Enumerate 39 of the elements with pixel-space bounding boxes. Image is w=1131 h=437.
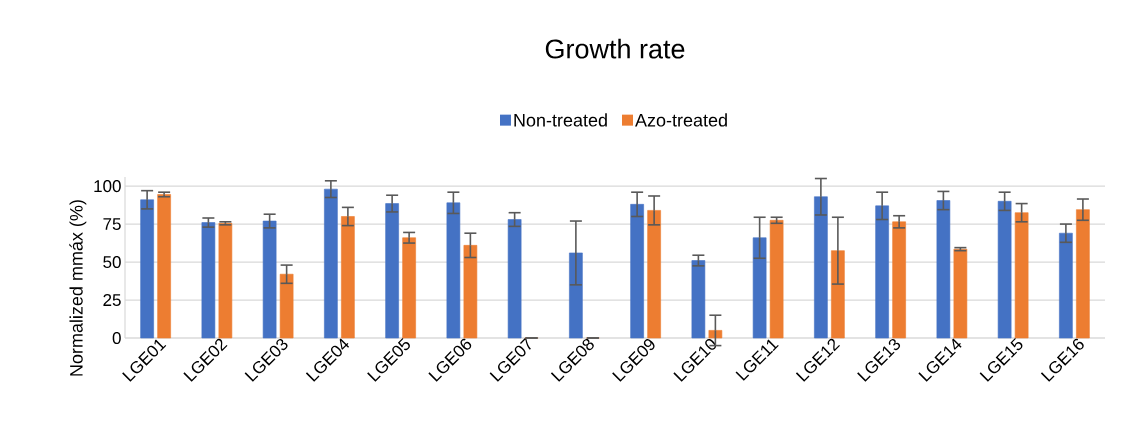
bar: [507, 219, 522, 339]
bar: [1014, 212, 1029, 339]
chart-title: Growth rate: [545, 38, 685, 59]
y-axis-title: Normalized mmáx (%): [69, 200, 87, 376]
bar: [385, 203, 399, 339]
bar: [140, 199, 154, 339]
bar: [341, 216, 355, 339]
bar: [997, 201, 1012, 339]
bar: [769, 219, 784, 339]
bar: [953, 248, 968, 339]
bar: [324, 188, 338, 339]
y-tick-label: 100: [94, 180, 121, 193]
bar: [463, 245, 478, 339]
y-tick-label: 0: [112, 331, 121, 345]
bar: [752, 237, 767, 339]
legend-label: Azo-treated: [635, 113, 727, 127]
bar: [201, 222, 216, 339]
bar: [708, 330, 723, 339]
y-tick-label: 75: [103, 218, 121, 231]
bar: [875, 205, 889, 339]
bar: [630, 204, 644, 339]
y-tick-label: 50: [103, 256, 121, 269]
bar: [814, 196, 828, 339]
bar: [691, 260, 706, 339]
bar: [402, 237, 416, 339]
bar: [262, 220, 277, 339]
bar: [446, 202, 461, 339]
bar: [218, 223, 233, 339]
bar: [569, 252, 583, 339]
bar: [157, 194, 171, 339]
bar: [1059, 232, 1073, 339]
y-tick-label: 25: [103, 294, 121, 307]
legend-label: Non-treated: [514, 113, 607, 127]
bar: [936, 200, 951, 339]
bar: [892, 221, 906, 339]
bar: [647, 210, 661, 339]
bar: [1076, 209, 1090, 339]
bar: [279, 273, 294, 339]
bar: [831, 250, 845, 339]
